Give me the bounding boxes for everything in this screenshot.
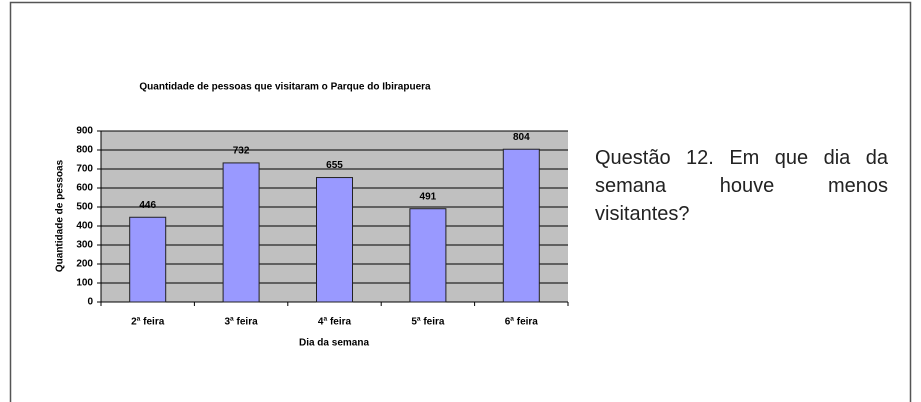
y-tick-label: 100 [76,278,93,289]
y-tick-label: 600 [76,183,93,194]
bar [502,148,540,303]
bar [316,177,353,303]
x-tick-label: 5ª feira [411,317,445,328]
data-label: 804 [513,132,530,143]
chart-title: Quantidade de pessoas que visitaram o Pa… [139,82,431,93]
x-tick-label: 2ª feira [131,317,165,328]
x-tick-label: 3ª feira [225,317,259,328]
y-axis-label: Quantidade de pessoas [55,159,66,272]
data-label: 732 [233,146,250,157]
bar [222,162,260,303]
y-tick-label: 800 [76,145,93,156]
bar [129,216,167,303]
x-tick-label: 6ª feira [505,317,539,328]
y-tick-label: 300 [76,240,93,251]
frame [9,1,912,402]
data-label: 655 [326,160,343,171]
y-tick-label: 500 [76,202,93,213]
y-tick-label: 200 [76,259,93,270]
data-label: 491 [420,191,437,202]
y-tick-label: 700 [76,164,93,175]
x-tick-label: 4ª feira [318,317,352,328]
y-tick-label: 900 [76,126,93,137]
y-tick-label: 0 [87,297,93,308]
x-axis-label: Dia da semana [299,338,369,349]
question-text: Questão 12. Em que dia da semana houve m… [595,147,888,225]
y-tick-label: 400 [76,221,93,232]
bar [409,208,447,303]
data-label: 446 [139,200,156,211]
